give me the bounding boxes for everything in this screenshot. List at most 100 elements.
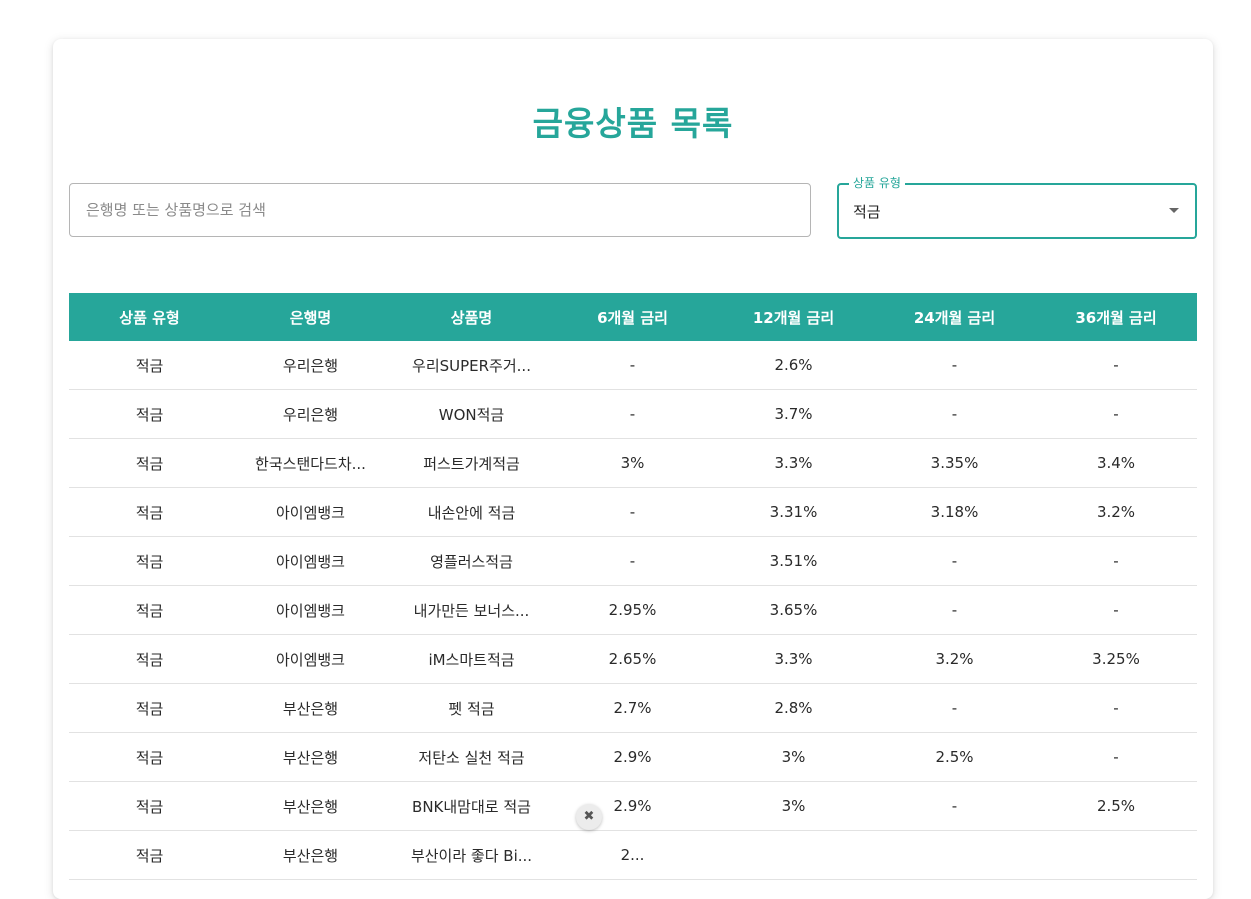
cell-rate-36m: 3.25% [1035, 634, 1197, 684]
cell-product-type: 적금 [69, 585, 230, 635]
header-rate-36m[interactable]: 36개월 금리 [1035, 293, 1197, 341]
cell-rate-6m: 2.65% [552, 634, 713, 684]
header-product-name[interactable]: 상품명 [391, 293, 552, 341]
table-body: 적금 우리은행 우리SUPER주거... -2.6% - - 적금 우리은행 WON적금 -3.7… [69, 341, 1197, 880]
cell-product-type: 적금 [69, 389, 230, 439]
cell-rate-24m: - [874, 585, 1035, 635]
header-rate-12m[interactable]: 12개월 금리 [713, 293, 874, 341]
cell-rate-36m: - [1035, 341, 1197, 390]
cell-rate-36m: - [1035, 389, 1197, 439]
cell-rate-24m: - [874, 683, 1035, 733]
cell-bank-name: 아이엠뱅크 [230, 585, 391, 635]
cell-rate-24m: - [874, 389, 1035, 439]
cell-product-name: WON적금 [391, 389, 552, 439]
cell-rate-24m [874, 830, 1035, 880]
cell-rate-6m: 3% [552, 438, 713, 488]
cell-rate-36m: - [1035, 683, 1197, 733]
cell-product-name: 내가만든 보너스... [391, 585, 552, 635]
cell-rate-24m: 3.18% [874, 487, 1035, 537]
cell-product-type: 적금 [69, 781, 230, 831]
cell-rate-36m: 2.5% [1035, 781, 1197, 831]
cell-product-name: 부산이라 좋다 Bi... [391, 830, 552, 880]
cell-rate-6m: 2.7% [552, 683, 713, 733]
cell-product-type: 적금 [69, 683, 230, 733]
page-title: 금융상품 목록 [532, 104, 734, 143]
cell-product-type: 적금 [69, 830, 230, 880]
cell-product-type: 적금 [69, 438, 230, 488]
close-icon[interactable]: ✖ [576, 804, 602, 830]
cell-rate-6m: 2.9% [552, 781, 713, 831]
cell-bank-name: 한국스탠다드차... [230, 438, 391, 488]
table-row[interactable]: 적금 아이엠뱅크 iM스마트적금 2.65% 3.3% 3.2% 3.25% [69, 634, 1197, 684]
cell-rate-36m: 3.2% [1035, 487, 1197, 537]
cell-rate-6m: - [552, 341, 713, 390]
cell-rate-12m: 3.3% [713, 634, 874, 684]
cell-product-name: 저탄소 실천 적금 [391, 732, 552, 782]
table-row[interactable]: 적금 아이엠뱅크 내가만든 보너스... 2.95% 3.65% - - [69, 585, 1197, 635]
cell-rate-12m: 2.6% [713, 341, 874, 390]
cell-rate-12m: 3.65% [713, 585, 874, 635]
header-product-type[interactable]: 상품 유형 [69, 293, 230, 341]
cell-bank-name: 아이엠뱅크 [230, 487, 391, 537]
cell-rate-6m: - [552, 487, 713, 537]
table-row[interactable]: 적금 한국스탠다드차... 퍼스트가계적금 3% 3.3% 3.35% 3.4% [69, 438, 1197, 488]
cell-rate-12m: 3.3% [713, 438, 874, 488]
cell-rate-24m: 3.35% [874, 438, 1035, 488]
cell-product-type: 적금 [69, 341, 230, 390]
table-row[interactable]: 적금 아이엠뱅크 내손안에 적금 -3.31% 3.18% 3.2% [69, 487, 1197, 537]
cell-bank-name: 우리은행 [230, 389, 391, 439]
table-row[interactable]: 적금 우리은행 우리SUPER주거... -2.6% - - [69, 341, 1197, 390]
cell-bank-name: 아이엠뱅크 [230, 634, 391, 684]
cell-rate-12m [713, 830, 874, 880]
cell-rate-6m: 2.95% [552, 585, 713, 635]
cell-rate-24m: - [874, 781, 1035, 831]
cell-rate-6m: - [552, 536, 713, 586]
cell-rate-6m: 2.9% [552, 732, 713, 782]
cell-rate-24m: 2.5% [874, 732, 1035, 782]
cell-rate-6m: 2... [552, 830, 713, 880]
cell-rate-12m: 3% [713, 732, 874, 782]
cell-rate-12m: 3.51% [713, 536, 874, 586]
table-row[interactable]: 적금 부산은행 펫 적금 2.7% 2.8% - - [69, 683, 1197, 733]
table-header-row: 상품 유형 은행명 상품명 6개월 금리 12개월 금리 24개월 금리 36개… [69, 293, 1197, 341]
header-bank-name[interactable]: 은행명 [230, 293, 391, 341]
cell-rate-36m: - [1035, 732, 1197, 782]
cell-bank-name: 부산은행 [230, 781, 391, 831]
table-row[interactable]: 적금 부산은행 BNK내맘대로 적금 2.9% 3% -2.5% [69, 781, 1197, 831]
cell-rate-36m [1035, 830, 1197, 880]
cell-product-type: 적금 [69, 536, 230, 586]
cell-product-name: 퍼스트가계적금 [391, 438, 552, 488]
table-row[interactable]: 적금 부산은행 저탄소 실천 적금 2.9% 3% 2.5% - [69, 732, 1197, 782]
header-rate-24m[interactable]: 24개월 금리 [874, 293, 1035, 341]
cell-product-name: 펫 적금 [391, 683, 552, 733]
search-input[interactable] [70, 184, 810, 236]
cell-rate-24m: 3.2% [874, 634, 1035, 684]
cell-product-type: 적금 [69, 487, 230, 537]
cell-product-name: 영플러스적금 [391, 536, 552, 586]
header-rate-6m[interactable]: 6개월 금리 [552, 293, 713, 341]
cell-bank-name: 부산은행 [230, 830, 391, 880]
product-type-select[interactable]: 상품 유형 적금 [837, 176, 1197, 239]
cell-rate-6m: - [552, 389, 713, 439]
cell-product-name: iM스마트적금 [391, 634, 552, 684]
table-row[interactable]: 적금 부산은행 부산이라 좋다 Bi... 2... [69, 830, 1197, 880]
cell-product-name: 우리SUPER주거... [391, 341, 552, 390]
cell-rate-12m: 3.31% [713, 487, 874, 537]
cell-rate-36m: - [1035, 585, 1197, 635]
cell-bank-name: 부산은행 [230, 683, 391, 733]
dropdown-arrow-icon [1169, 208, 1179, 213]
cell-bank-name: 아이엠뱅크 [230, 536, 391, 586]
cell-product-name: BNK내맘대로 적금 [391, 781, 552, 831]
cell-product-name: 내손안에 적금 [391, 487, 552, 537]
cell-bank-name: 우리은행 [230, 341, 391, 390]
cell-product-type: 적금 [69, 732, 230, 782]
cell-bank-name: 부산은행 [230, 732, 391, 782]
products-table: 상품 유형 은행명 상품명 6개월 금리 12개월 금리 24개월 금리 36개… [69, 293, 1197, 880]
search-field[interactable] [69, 183, 811, 237]
table-row[interactable]: 적금 아이엠뱅크 영플러스적금 -3.51% - - [69, 536, 1197, 586]
cell-rate-12m: 3% [713, 781, 874, 831]
cell-rate-24m: - [874, 536, 1035, 586]
cell-rate-36m: 3.4% [1035, 438, 1197, 488]
cell-rate-36m: - [1035, 536, 1197, 586]
table-row[interactable]: 적금 우리은행 WON적금 -3.7% - - [69, 389, 1197, 439]
